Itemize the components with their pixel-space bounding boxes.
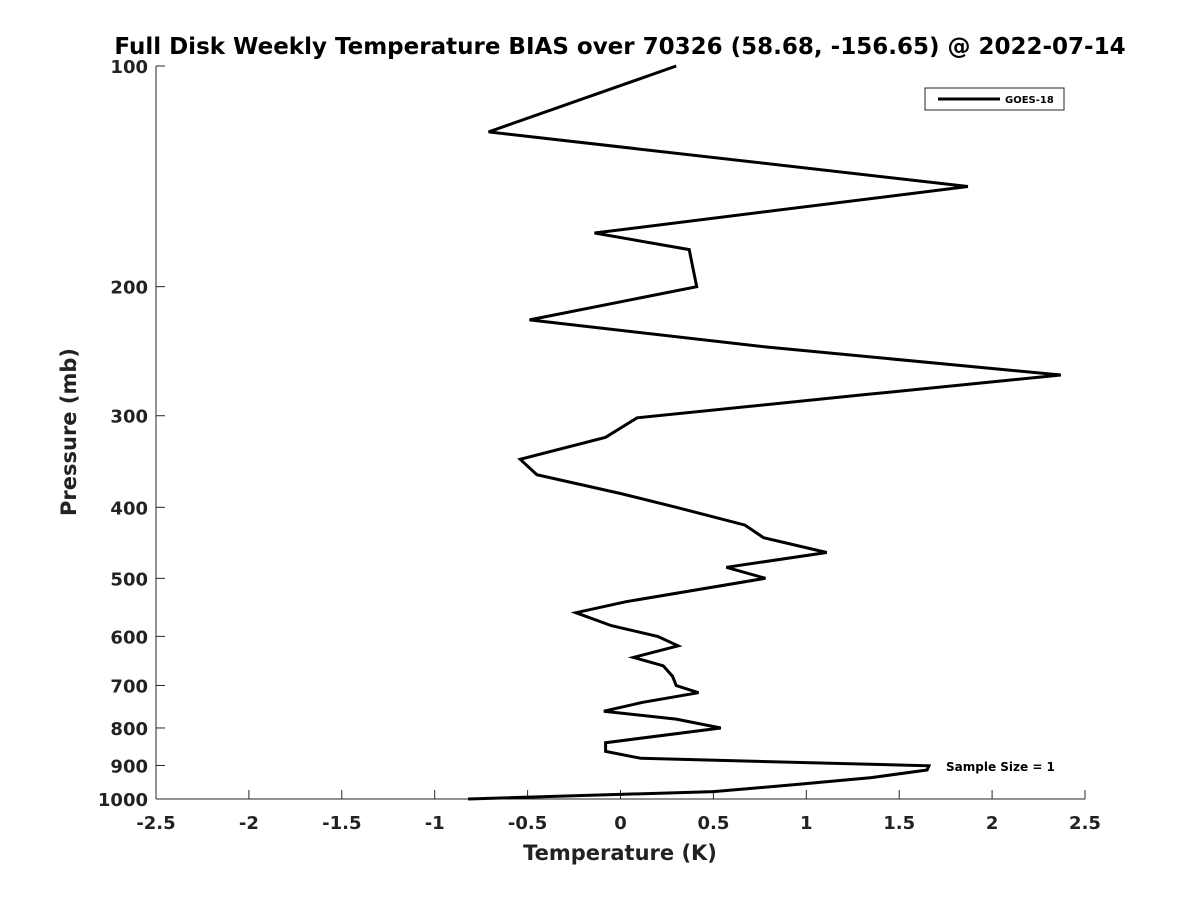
y-tick-label: 300 (110, 407, 148, 428)
sample-size-annotation: Sample Size = 1 (946, 760, 1055, 774)
legend-entry-goes-18: GOES-18 (1005, 95, 1054, 106)
y-tick-label: 600 (110, 627, 148, 648)
plot-area (156, 66, 1085, 799)
x-tick-label: 2 (986, 813, 999, 834)
y-tick-label: 800 (110, 719, 148, 740)
series-line-goes-18 (468, 64, 1061, 801)
y-tick-label: 400 (110, 498, 148, 519)
x-tick-label: -1 (425, 813, 445, 834)
y-tick-label: 100 (110, 57, 148, 78)
x-tick-label: -0.5 (508, 813, 547, 834)
y-tick-label: 900 (110, 756, 148, 777)
x-tick-label: -2 (239, 813, 259, 834)
x-tick-label: 0 (614, 813, 627, 834)
y-tick-label: 200 (110, 278, 148, 299)
y-axis-ticks: 100 200 300 400 500 600 700 800 900 1000 (98, 57, 165, 811)
legend: GOES-18 (924, 87, 1065, 111)
x-tick-label: 0.5 (697, 813, 729, 834)
series-layer (468, 64, 1061, 801)
x-tick-label: 1 (800, 813, 813, 834)
x-tick-label: 1.5 (883, 813, 915, 834)
y-axis-label: Pressure (mb) (57, 348, 81, 516)
chart-title: Full Disk Weekly Temperature BIAS over 7… (114, 34, 1125, 60)
x-axis-ticks: -2.5 -2 -1.5 -1 -0.5 0 0.5 1 1.5 2 2.5 (136, 790, 1101, 834)
x-axis-label: Temperature (K) (523, 841, 717, 865)
y-tick-label: 700 (110, 676, 148, 697)
x-tick-label: 2.5 (1069, 813, 1101, 834)
x-tick-label: -1.5 (322, 813, 361, 834)
y-tick-label: 500 (110, 569, 148, 590)
x-tick-label: -2.5 (136, 813, 175, 834)
y-tick-label: 1000 (98, 790, 148, 811)
